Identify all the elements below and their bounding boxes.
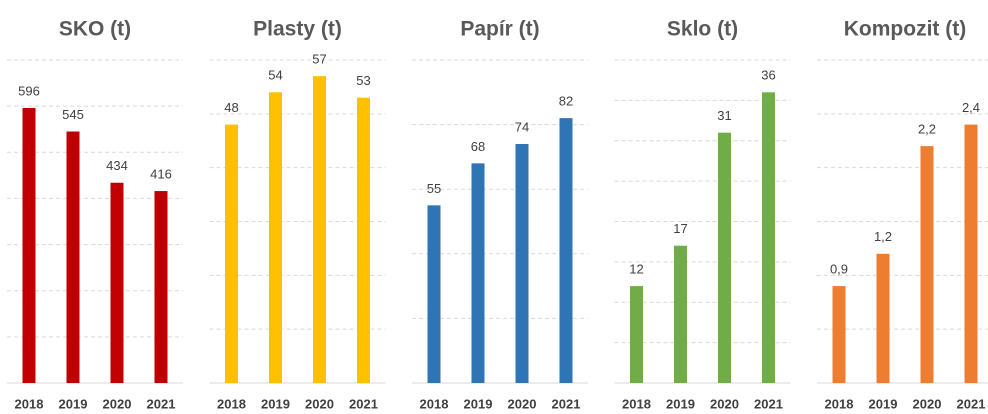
- x-tick-label: 2021: [147, 396, 176, 411]
- data-label: 82: [559, 94, 573, 109]
- data-label: 0,9: [830, 262, 848, 277]
- x-tick-label: 2020: [508, 396, 537, 411]
- x-tick-label: 2020: [710, 396, 739, 411]
- bar: [515, 143, 529, 383]
- bar: [920, 146, 934, 383]
- x-tick-label: 2019: [464, 396, 493, 411]
- x-tick-label: 2018: [825, 396, 854, 411]
- bar: [427, 205, 441, 383]
- data-label: 55: [427, 181, 441, 196]
- chart-title: Papír (t): [460, 18, 539, 41]
- data-label: 68: [471, 139, 485, 154]
- chart-title: SKO (t): [59, 18, 131, 41]
- bar: [876, 253, 890, 383]
- x-tick-label: 2018: [420, 396, 449, 411]
- bar: [225, 124, 238, 383]
- bar: [110, 182, 124, 383]
- x-tick-label: 2019: [59, 396, 88, 411]
- x-tick-label: 2021: [349, 396, 378, 411]
- data-label: 2,2: [918, 122, 936, 137]
- data-label: 12: [629, 262, 643, 277]
- x-tick-label: 2021: [552, 396, 581, 411]
- bar: [22, 107, 36, 383]
- x-tick-label: 2020: [103, 396, 132, 411]
- x-tick-label: 2019: [261, 396, 290, 411]
- bar: [269, 92, 282, 384]
- bar: [762, 92, 775, 384]
- data-label: 1,2: [874, 229, 892, 244]
- x-tick-label: 2018: [15, 396, 44, 411]
- chart-title: Sklo (t): [667, 18, 738, 41]
- x-tick-label: 2019: [869, 396, 898, 411]
- data-label: 596: [18, 83, 40, 98]
- data-label: 17: [673, 221, 687, 236]
- bar: [66, 131, 80, 383]
- bar: [832, 286, 846, 383]
- data-label: 74: [515, 119, 529, 134]
- data-label: 54: [268, 68, 282, 83]
- x-tick-label: 2018: [217, 396, 246, 411]
- data-label: 48: [224, 100, 238, 115]
- data-label: 434: [106, 158, 128, 173]
- bar: [674, 245, 687, 383]
- data-label: 2,4: [962, 100, 980, 115]
- x-tick-label: 2020: [913, 396, 942, 411]
- chart-title: Kompozit (t): [844, 18, 966, 41]
- x-tick-label: 2018: [622, 396, 651, 411]
- data-label: 57: [312, 52, 326, 67]
- bar: [471, 163, 485, 383]
- data-label: 416: [150, 166, 172, 181]
- bar: [559, 118, 573, 383]
- bar: [313, 76, 326, 384]
- bar: [154, 191, 168, 383]
- x-tick-label: 2019: [666, 396, 695, 411]
- x-tick-label: 2020: [305, 396, 334, 411]
- bar: [718, 132, 731, 383]
- bar: [357, 97, 370, 383]
- bar: [964, 124, 978, 383]
- data-label: 36: [761, 68, 775, 83]
- x-tick-label: 2021: [957, 396, 986, 411]
- bar: [630, 286, 643, 383]
- data-label: 31: [717, 108, 731, 123]
- data-label: 53: [356, 73, 370, 88]
- x-tick-label: 2021: [754, 396, 783, 411]
- data-label: 545: [62, 107, 84, 122]
- chart-title: Plasty (t): [253, 18, 342, 41]
